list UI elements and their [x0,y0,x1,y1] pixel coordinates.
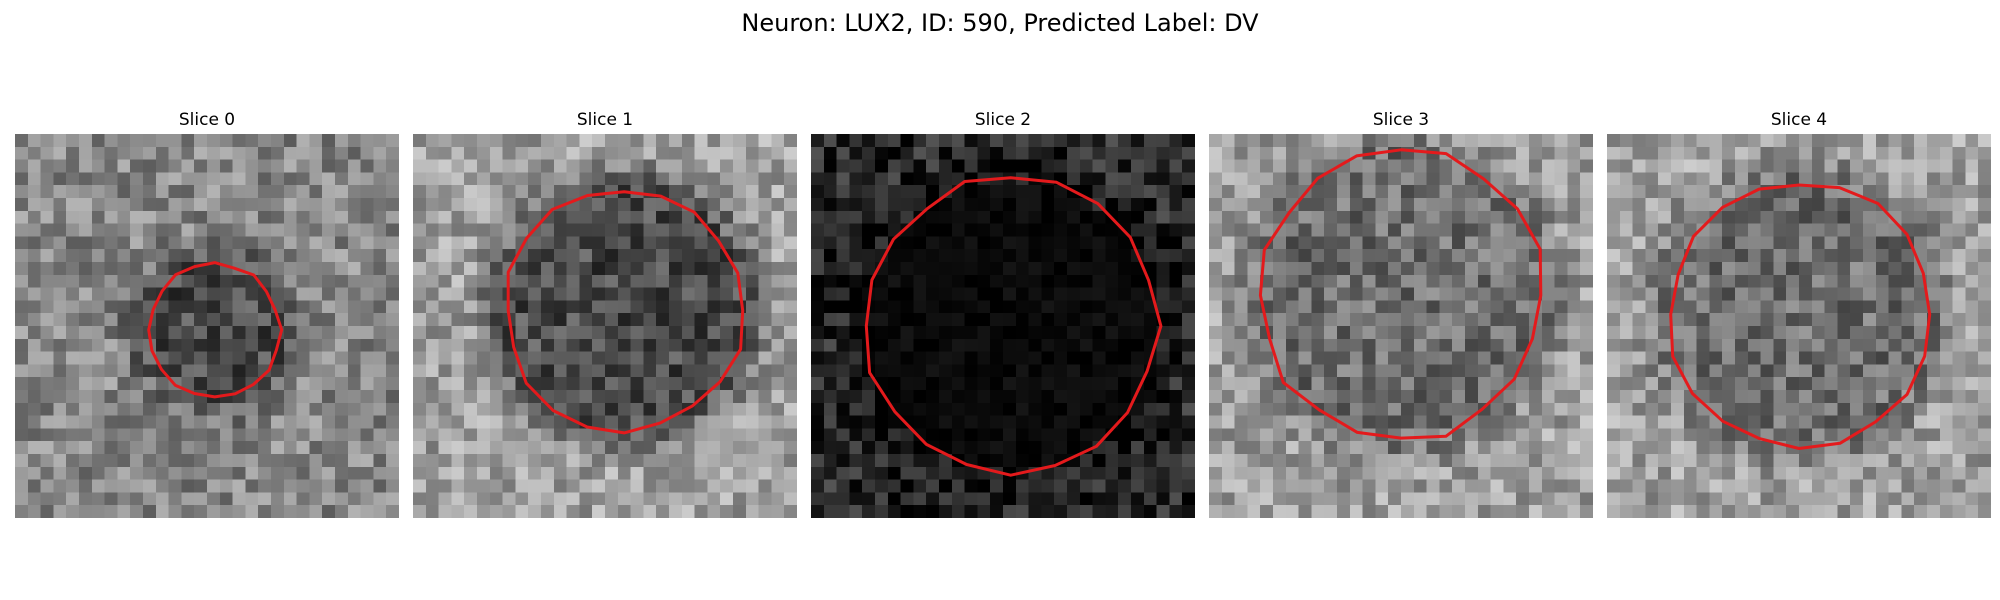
roi-contour-3 [1258,148,1543,440]
slice-image-0 [15,134,399,518]
roi-contour-1 [506,190,745,435]
slice-image-2 [811,134,1195,518]
slice-panel-3: Slice 3 [1209,108,1593,522]
slice-image-3 [1209,134,1593,518]
slice-title-4: Slice 4 [1770,110,1828,130]
slice-panel-2: Slice 2 [811,108,1195,522]
roi-contour-0 [147,261,284,399]
slice-panel-1: Slice 1 [413,108,797,522]
slice-image-1 [413,134,797,518]
slice-panel-0: Slice 0 [15,108,399,522]
figure-title: Neuron: LUX2, ID: 590, Predicted Label: … [741,9,1259,37]
roi-contour-4 [1669,183,1932,450]
roi-contour-2 [864,176,1163,477]
slice-panel-4: Slice 4 [1607,108,1991,522]
slice-title-0: Slice 0 [178,110,236,130]
slice-title-2: Slice 2 [974,110,1032,130]
slice-title-3: Slice 3 [1372,110,1430,130]
slice-title-1: Slice 1 [576,110,634,130]
